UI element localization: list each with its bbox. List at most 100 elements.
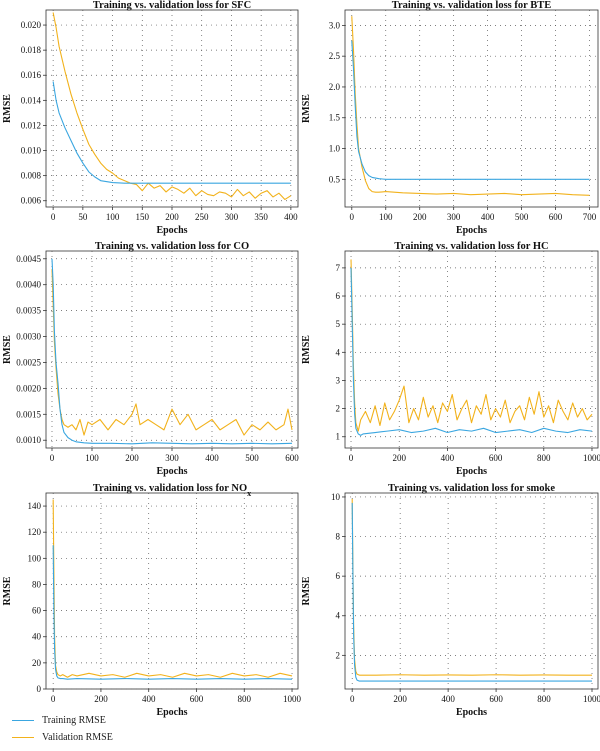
- y-tick-label: 0.0025: [16, 357, 41, 367]
- legend-label-validation: Validation RMSE: [42, 732, 113, 743]
- plot-frame: [45, 492, 299, 690]
- y-tick-label: 6: [336, 291, 341, 301]
- x-axis-label: Epochs: [456, 225, 487, 236]
- x-axis-label: Epochs: [156, 707, 187, 718]
- x-axis-label: Epochs: [156, 225, 187, 236]
- series-training-line: [51, 258, 293, 445]
- y-axis-label: RMSE: [2, 576, 13, 605]
- x-tick-label: 400: [205, 453, 219, 463]
- series-validation-line: [51, 269, 293, 436]
- x-tick-label: 800: [238, 694, 252, 704]
- x-tick-label: 800: [537, 453, 551, 463]
- x-tick-label: 600: [285, 453, 299, 463]
- chart-hc: 0 200 400 600 800 1000 1 2 3 4 5 6 7 Training vs. val…: [301, 241, 600, 477]
- title-subscript: x: [247, 489, 251, 498]
- series-training-line: [351, 502, 592, 682]
- series-validation-line: [351, 498, 592, 676]
- y-axis-label: RMSE: [2, 94, 13, 123]
- y-tick-label: 2.5: [329, 51, 341, 61]
- y-tick-label: 4: [336, 611, 341, 621]
- y-tick-label: 7: [336, 263, 341, 273]
- chart-title: Training vs. validation loss for HC: [394, 241, 548, 252]
- x-tick-label: 100: [106, 212, 120, 222]
- x-tick-label: 600: [489, 694, 503, 704]
- y-tick-label: 0.010: [21, 146, 42, 156]
- x-tick-label: 200: [94, 694, 108, 704]
- x-tick-label: 400: [481, 212, 495, 222]
- x-tick-label: 500: [515, 212, 529, 222]
- y-tick-label: 0.0010: [16, 435, 41, 445]
- x-tick-label: 1000: [283, 694, 302, 704]
- x-tick-label: 200: [393, 694, 407, 704]
- y-tick-label: 6: [336, 571, 341, 581]
- x-tick-label: 800: [537, 694, 551, 704]
- series-training-line: [52, 81, 291, 184]
- plot-frame: [45, 250, 299, 449]
- legend-item-training: Training RMSE: [12, 712, 113, 729]
- chart-title: Training vs. validation loss for SFC: [93, 0, 251, 11]
- legend-label-training: Training RMSE: [42, 715, 106, 726]
- series-validation-line: [350, 259, 593, 432]
- y-tick-label: 0.0020: [16, 383, 41, 393]
- chart-title: Training vs. validation loss for BTE: [392, 0, 551, 11]
- y-tick-label: 0.014: [21, 95, 42, 105]
- plot-frame: [344, 9, 599, 208]
- x-tick-label: 100: [85, 453, 99, 463]
- legend-swatch-validation: [12, 737, 34, 738]
- x-tick-label: 700: [583, 212, 597, 222]
- series-validation-line: [351, 16, 590, 196]
- x-tick-label: 350: [254, 212, 268, 222]
- x-tick-label: 0: [349, 453, 354, 463]
- x-tick-label: 500: [245, 453, 259, 463]
- x-tick-label: 400: [441, 694, 455, 704]
- y-tick-label: 10: [331, 492, 341, 502]
- y-tick-label: 20: [32, 658, 42, 668]
- chart-title: Training vs. validation loss for CO: [95, 241, 249, 252]
- series-training-line: [351, 40, 590, 180]
- x-tick-label: 300: [225, 212, 239, 222]
- x-axis-label: Epochs: [456, 466, 487, 477]
- y-tick-label: 0.018: [21, 45, 42, 55]
- x-tick-label: 300: [165, 453, 179, 463]
- y-tick-label: 0.020: [21, 20, 42, 30]
- plot-frame: [344, 250, 599, 449]
- y-tick-label: 0.0015: [16, 409, 41, 419]
- y-tick-label: 2.0: [329, 82, 341, 92]
- plot-frame: [45, 9, 299, 208]
- chart-bte: 0 100 200 300 400 500 600 700 0.5 1.0 1.5 2.0 2.5 3.0…: [301, 0, 599, 236]
- x-tick-label: 300: [447, 212, 461, 222]
- series-training-line: [52, 545, 293, 680]
- x-tick-label: 150: [136, 212, 150, 222]
- x-tick-label: 200: [125, 453, 139, 463]
- y-tick-label: 0.0045: [16, 254, 41, 264]
- x-tick-label: 100: [379, 212, 393, 222]
- x-axis-label: Epochs: [156, 466, 187, 477]
- x-tick-label: 200: [165, 212, 179, 222]
- y-tick-label: 1.5: [329, 113, 341, 123]
- y-tick-label: 4: [336, 347, 341, 357]
- x-tick-label: 400: [441, 453, 455, 463]
- y-tick-label: 0.0035: [16, 306, 41, 316]
- y-tick-label: 2: [336, 650, 341, 660]
- legend: Training RMSE Validation RMSE: [12, 712, 113, 746]
- x-tick-label: 1000: [583, 453, 600, 463]
- y-axis-label: RMSE: [301, 335, 312, 364]
- x-tick-label: 0: [50, 453, 55, 463]
- y-tick-label: 0.006: [21, 196, 42, 206]
- x-tick-label: 0: [51, 212, 56, 222]
- y-tick-label: 40: [32, 632, 42, 642]
- y-tick-label: 1: [336, 432, 341, 442]
- y-tick-label: 0.5: [329, 174, 341, 184]
- chart-title: Training vs. validation loss for smoke: [388, 483, 555, 494]
- x-tick-label: 600: [190, 694, 204, 704]
- chart-sfc: 0 50 100 150 200 250 300 350 400 0.006 0.008 0.010 0…: [2, 0, 299, 236]
- plot-frame: [344, 492, 599, 690]
- chart-smoke: 0 200 400 600 800 1000 2 4 6 8 10 Training vs. vali…: [301, 483, 600, 718]
- chart-title: Training vs. validation loss for NOx: [93, 483, 251, 498]
- y-axis-label: RMSE: [301, 576, 312, 605]
- y-tick-label: 140: [28, 501, 42, 511]
- x-tick-label: 250: [195, 212, 209, 222]
- series-training-line: [350, 267, 593, 436]
- y-axis-label: RMSE: [301, 94, 312, 123]
